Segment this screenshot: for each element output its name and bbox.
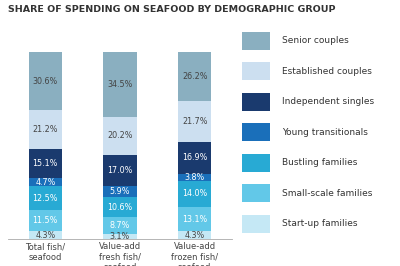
Text: 15.1%: 15.1%: [33, 159, 58, 168]
Bar: [103, 186, 137, 197]
Text: 8.7%: 8.7%: [110, 221, 130, 230]
Bar: [103, 155, 137, 186]
Text: 17.0%: 17.0%: [107, 166, 133, 175]
FancyBboxPatch shape: [242, 123, 270, 141]
Bar: [103, 234, 137, 239]
Bar: [103, 217, 137, 234]
Bar: [178, 231, 212, 239]
FancyBboxPatch shape: [242, 93, 270, 111]
Bar: [103, 197, 137, 217]
Text: Start-up families: Start-up families: [282, 219, 357, 228]
Text: 16.9%: 16.9%: [182, 153, 207, 162]
Text: Senior couples: Senior couples: [282, 36, 348, 45]
Text: 3.1%: 3.1%: [110, 232, 130, 241]
FancyBboxPatch shape: [242, 215, 270, 233]
Bar: [28, 52, 62, 110]
Bar: [178, 52, 212, 101]
Bar: [103, 52, 137, 117]
Text: 4.7%: 4.7%: [35, 177, 56, 186]
Text: 4.3%: 4.3%: [184, 231, 205, 240]
Text: Bustling families: Bustling families: [282, 158, 357, 167]
Text: Independent singles: Independent singles: [282, 97, 374, 106]
Text: Young transitionals: Young transitionals: [282, 128, 368, 137]
Text: 34.5%: 34.5%: [107, 80, 133, 89]
FancyBboxPatch shape: [242, 184, 270, 202]
Text: 4.3%: 4.3%: [35, 231, 56, 240]
FancyBboxPatch shape: [242, 62, 270, 80]
Text: 14.0%: 14.0%: [182, 189, 207, 198]
Text: 2: 2: [374, 14, 382, 26]
Text: 20.2%: 20.2%: [107, 131, 133, 140]
Bar: [178, 101, 212, 142]
Text: 12.5%: 12.5%: [32, 194, 58, 203]
Text: 10.6%: 10.6%: [107, 203, 133, 212]
Bar: [178, 142, 212, 173]
Text: 26.2%: 26.2%: [182, 72, 208, 81]
Text: 13.1%: 13.1%: [182, 215, 207, 224]
Bar: [28, 210, 62, 231]
Bar: [178, 181, 212, 207]
Bar: [178, 207, 212, 231]
FancyBboxPatch shape: [242, 154, 270, 172]
Bar: [28, 178, 62, 186]
Text: 5.9%: 5.9%: [110, 188, 130, 197]
Text: 21.2%: 21.2%: [32, 125, 58, 134]
Bar: [28, 149, 62, 178]
Text: 11.5%: 11.5%: [33, 216, 58, 225]
Bar: [28, 186, 62, 210]
Text: Small-scale families: Small-scale families: [282, 189, 372, 198]
Text: 3.8%: 3.8%: [184, 173, 205, 182]
Bar: [178, 173, 212, 181]
Bar: [28, 231, 62, 239]
Bar: [28, 110, 62, 149]
Text: 21.7%: 21.7%: [182, 117, 208, 126]
Bar: [103, 117, 137, 155]
Text: 30.6%: 30.6%: [33, 77, 58, 86]
Text: Established couples: Established couples: [282, 66, 372, 76]
FancyBboxPatch shape: [242, 32, 270, 49]
Text: SHARE OF SPENDING ON SEAFOOD BY DEMOGRAPHIC GROUP: SHARE OF SPENDING ON SEAFOOD BY DEMOGRAP…: [8, 5, 336, 14]
